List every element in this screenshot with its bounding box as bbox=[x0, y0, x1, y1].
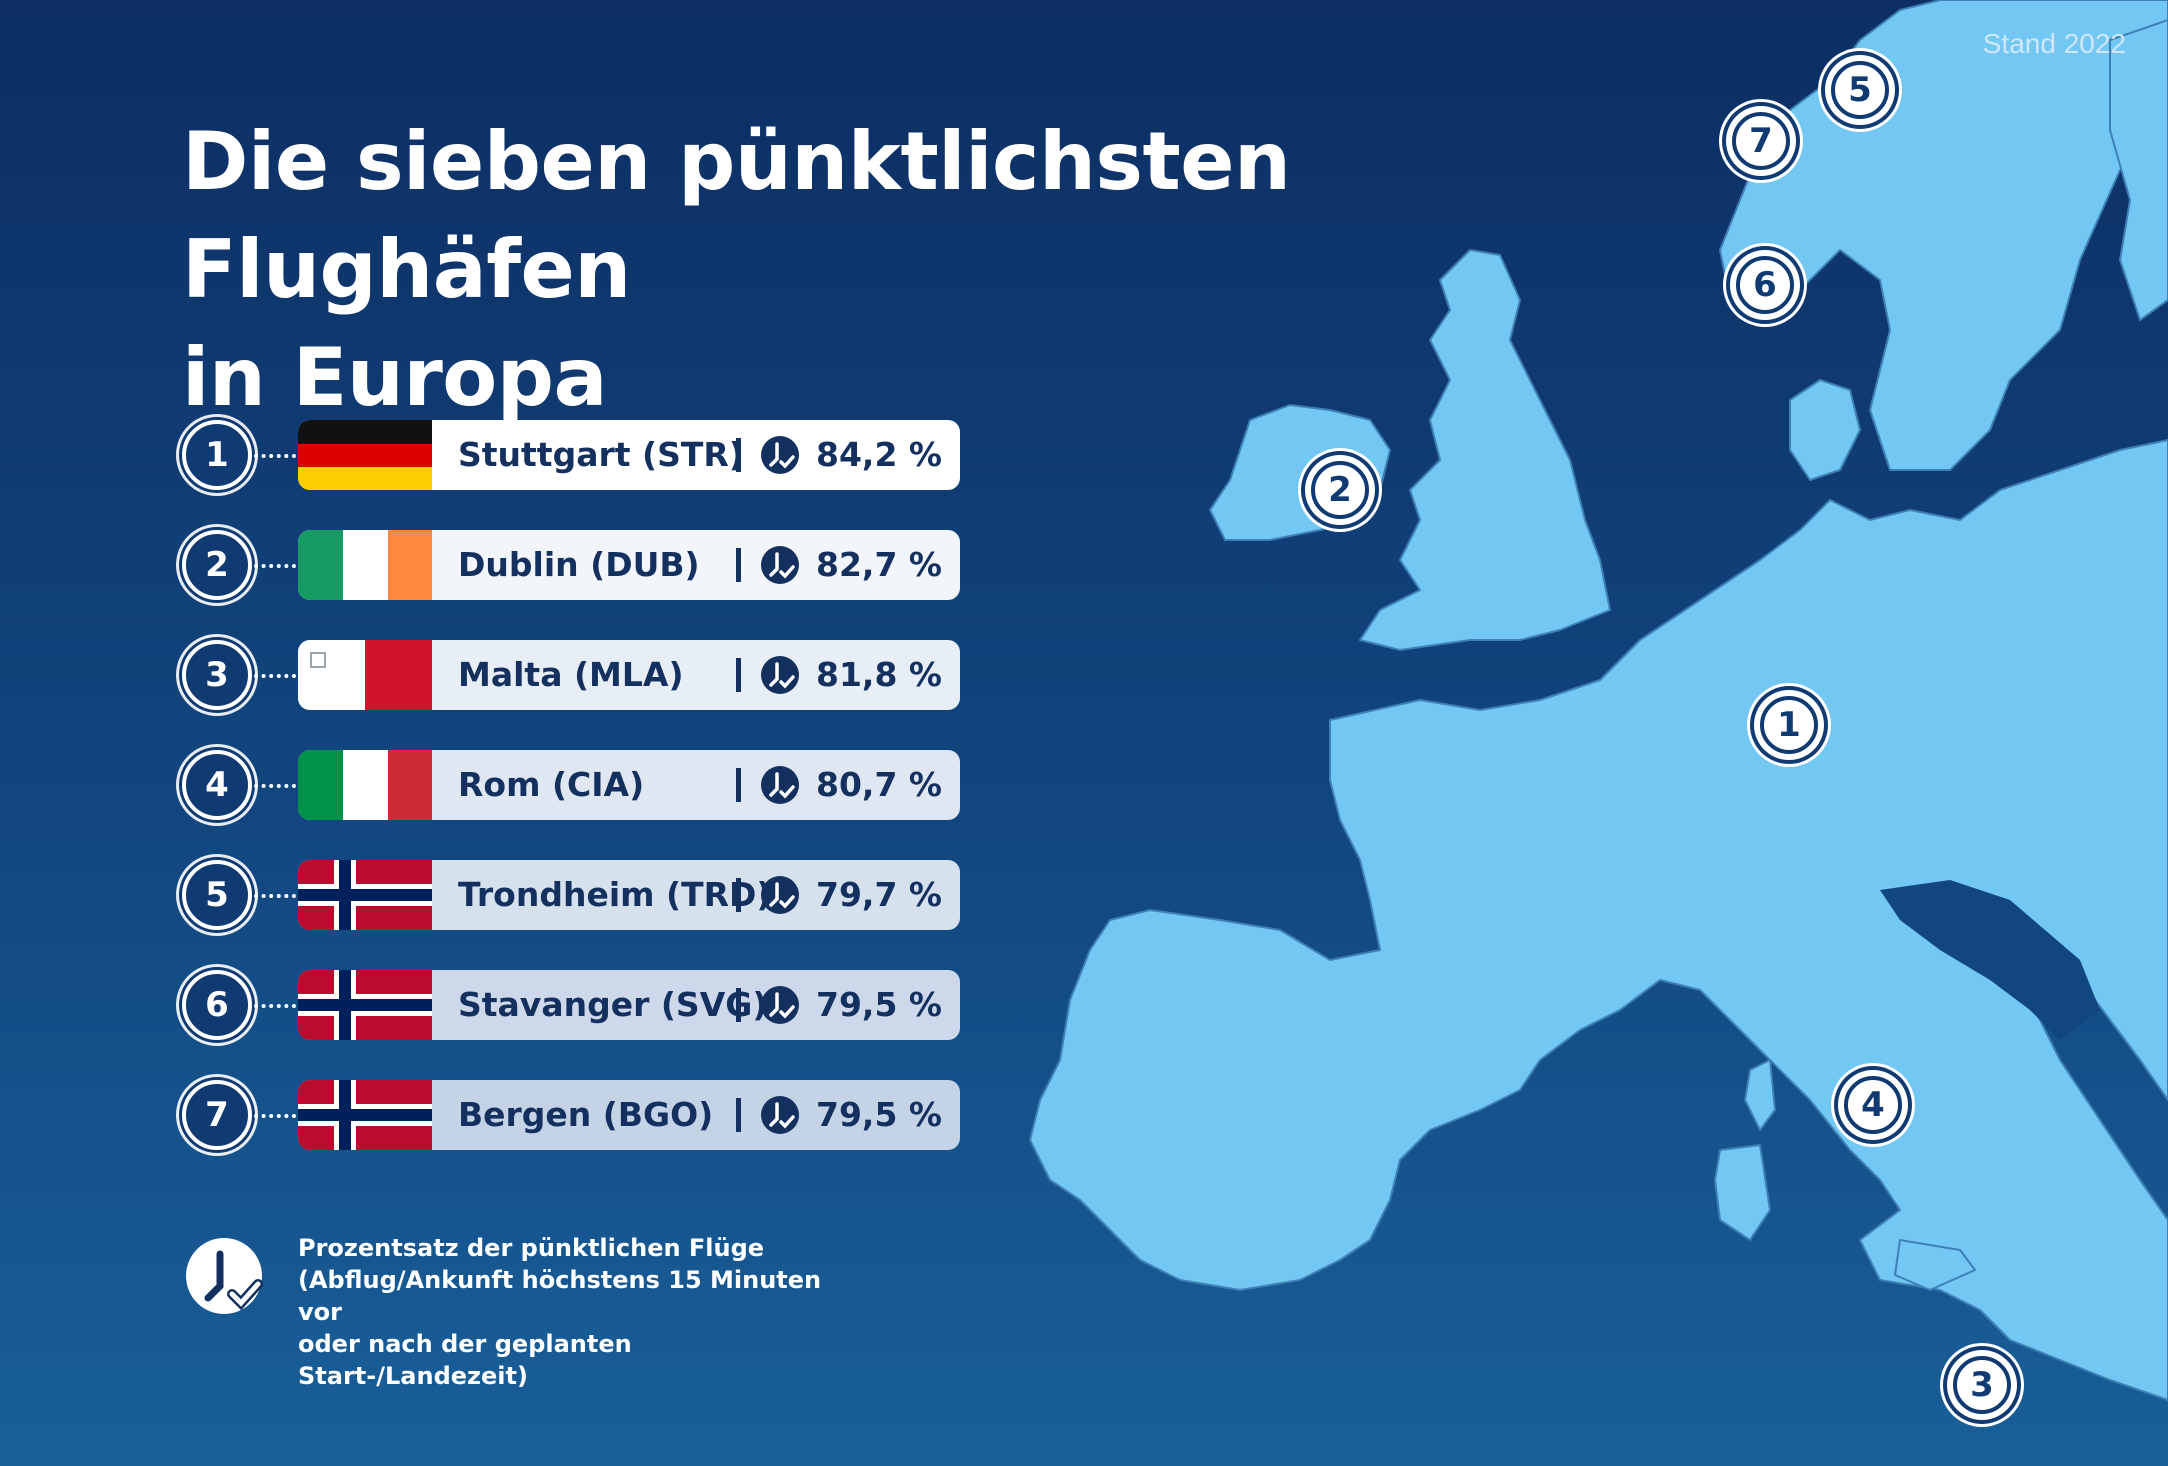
legend-clock-check-icon bbox=[186, 1238, 263, 1314]
map-marker-6[interactable]: 6 bbox=[1730, 250, 1800, 320]
airport-card[interactable]: Stavanger (SVG) 79,5 % bbox=[298, 970, 960, 1040]
norway-flag bbox=[298, 970, 432, 1040]
legend-line-3: oder nach der geplanten Start-/Landezeit… bbox=[298, 1330, 632, 1390]
ireland-flag bbox=[298, 530, 432, 600]
map-marker-3[interactable]: 3 bbox=[1947, 1350, 2017, 1420]
map-marker-label: 5 bbox=[1831, 61, 1889, 119]
stand-date: Stand 2022 bbox=[1982, 28, 2126, 59]
airport-card[interactable]: Stuttgart (STR) 84,2 % bbox=[298, 420, 960, 490]
separator bbox=[736, 548, 741, 582]
airport-name: Dublin (DUB) bbox=[458, 545, 700, 584]
connector-dots bbox=[254, 1114, 296, 1118]
norway-flag bbox=[298, 860, 432, 930]
connector-dots bbox=[254, 674, 296, 678]
airport-row-3: 3 Malta (MLA) 81,8 % bbox=[182, 640, 960, 712]
airport-row-7: 7 Bergen (BGO) 79,5 % bbox=[182, 1080, 960, 1152]
airport-name: Trondheim (TRD) bbox=[458, 875, 772, 914]
rank-badge: 3 bbox=[182, 640, 252, 710]
punctuality-percent: 80,7 % bbox=[816, 765, 942, 804]
rank-badge: 5 bbox=[182, 860, 252, 930]
airport-name: Rom (CIA) bbox=[458, 765, 645, 804]
connector-dots bbox=[254, 1004, 296, 1008]
separator bbox=[736, 658, 741, 692]
punctuality-percent: 84,2 % bbox=[816, 435, 942, 474]
punctuality-percent: 82,7 % bbox=[816, 545, 942, 584]
airport-row-2: 2 Dublin (DUB) 82,7 % bbox=[182, 530, 960, 602]
punctuality-percent: 79,5 % bbox=[816, 985, 942, 1024]
italy-flag bbox=[298, 750, 432, 820]
airport-name: Malta (MLA) bbox=[458, 655, 684, 694]
punctuality-percent: 79,7 % bbox=[816, 875, 942, 914]
connector-dots bbox=[254, 564, 296, 568]
legend-line-1: Prozentsatz der pünktlichen Flüge bbox=[298, 1234, 765, 1262]
airport-name: Bergen (BGO) bbox=[458, 1095, 714, 1134]
separator bbox=[736, 438, 741, 472]
scandinavia-land bbox=[1719, 0, 2168, 471]
page-title: Die sieben pünktlichsten Flughäfen in Eu… bbox=[182, 108, 1582, 432]
map-marker-label: 3 bbox=[1953, 1356, 2011, 1414]
great-britain-land bbox=[1359, 249, 1611, 651]
rank-badge: 6 bbox=[182, 970, 252, 1040]
connector-dots bbox=[254, 894, 296, 898]
separator bbox=[736, 768, 741, 802]
punctuality-percent: 81,8 % bbox=[816, 655, 942, 694]
airport-row-5: 5 Trondheim (TRD) 79,7 % bbox=[182, 860, 960, 932]
corsica-land bbox=[1744, 1059, 1776, 1131]
connector-dots bbox=[254, 454, 296, 458]
airport-row-6: 6 Stavanger (SVG) 79,5 % bbox=[182, 970, 960, 1042]
title-line-2: in Europa bbox=[182, 331, 608, 424]
rank-badge: 1 bbox=[182, 420, 252, 490]
airport-row-1: 1 Stuttgart (STR) 84,2 % bbox=[182, 420, 960, 492]
rank-badge: 7 bbox=[182, 1080, 252, 1150]
map-marker-label: 1 bbox=[1760, 696, 1818, 754]
finland-land bbox=[2109, 19, 2168, 321]
map-marker-label: 4 bbox=[1844, 1076, 1902, 1134]
clock-check-icon bbox=[761, 656, 799, 694]
airport-card[interactable]: Bergen (BGO) 79,5 % bbox=[298, 1080, 960, 1150]
clock-check-icon bbox=[761, 1096, 799, 1134]
punctuality-percent: 79,5 % bbox=[816, 1095, 942, 1134]
connector-dots bbox=[254, 784, 296, 788]
map-marker-label: 6 bbox=[1736, 256, 1794, 314]
germany-flag bbox=[298, 420, 432, 490]
clock-check-icon bbox=[761, 986, 799, 1024]
clock-check-icon bbox=[761, 436, 799, 474]
separator bbox=[736, 988, 741, 1022]
denmark-land bbox=[1789, 379, 1861, 481]
airport-card[interactable]: Rom (CIA) 80,7 % bbox=[298, 750, 960, 820]
sicily-land bbox=[1894, 1239, 1976, 1291]
clock-check-icon bbox=[761, 546, 799, 584]
title-line-1: Die sieben pünktlichsten Flughäfen bbox=[182, 115, 1291, 316]
map-marker-7[interactable]: 7 bbox=[1726, 106, 1796, 176]
airport-name: Stavanger (SVG) bbox=[458, 985, 768, 1024]
separator bbox=[736, 1098, 741, 1132]
map-marker-label: 2 bbox=[1311, 461, 1369, 519]
legend-text: Prozentsatz der pünktlichen Flüge (Abflu… bbox=[298, 1232, 858, 1392]
legend-line-2: (Abflug/Ankunft höchstens 15 Minuten vor bbox=[298, 1266, 822, 1326]
malta-flag bbox=[298, 640, 432, 710]
airport-name: Stuttgart (STR) bbox=[458, 435, 744, 474]
clock-check-icon bbox=[761, 766, 799, 804]
continent-land bbox=[1029, 439, 2168, 1401]
airport-card[interactable]: Malta (MLA) 81,8 % bbox=[298, 640, 960, 710]
sardinia-land bbox=[1714, 1144, 1771, 1241]
map-marker-1[interactable]: 1 bbox=[1754, 690, 1824, 760]
clock-check-icon bbox=[761, 876, 799, 914]
map-marker-4[interactable]: 4 bbox=[1838, 1070, 1908, 1140]
rank-badge: 4 bbox=[182, 750, 252, 820]
airport-card[interactable]: Dublin (DUB) 82,7 % bbox=[298, 530, 960, 600]
map-marker-label: 7 bbox=[1732, 112, 1790, 170]
norway-flag bbox=[298, 1080, 432, 1150]
airport-card[interactable]: Trondheim (TRD) 79,7 % bbox=[298, 860, 960, 930]
map-marker-2[interactable]: 2 bbox=[1305, 455, 1375, 525]
map-marker-5[interactable]: 5 bbox=[1825, 55, 1895, 125]
rank-badge: 2 bbox=[182, 530, 252, 600]
airport-row-4: 4 Rom (CIA) 80,7 % bbox=[182, 750, 960, 822]
separator bbox=[736, 878, 741, 912]
